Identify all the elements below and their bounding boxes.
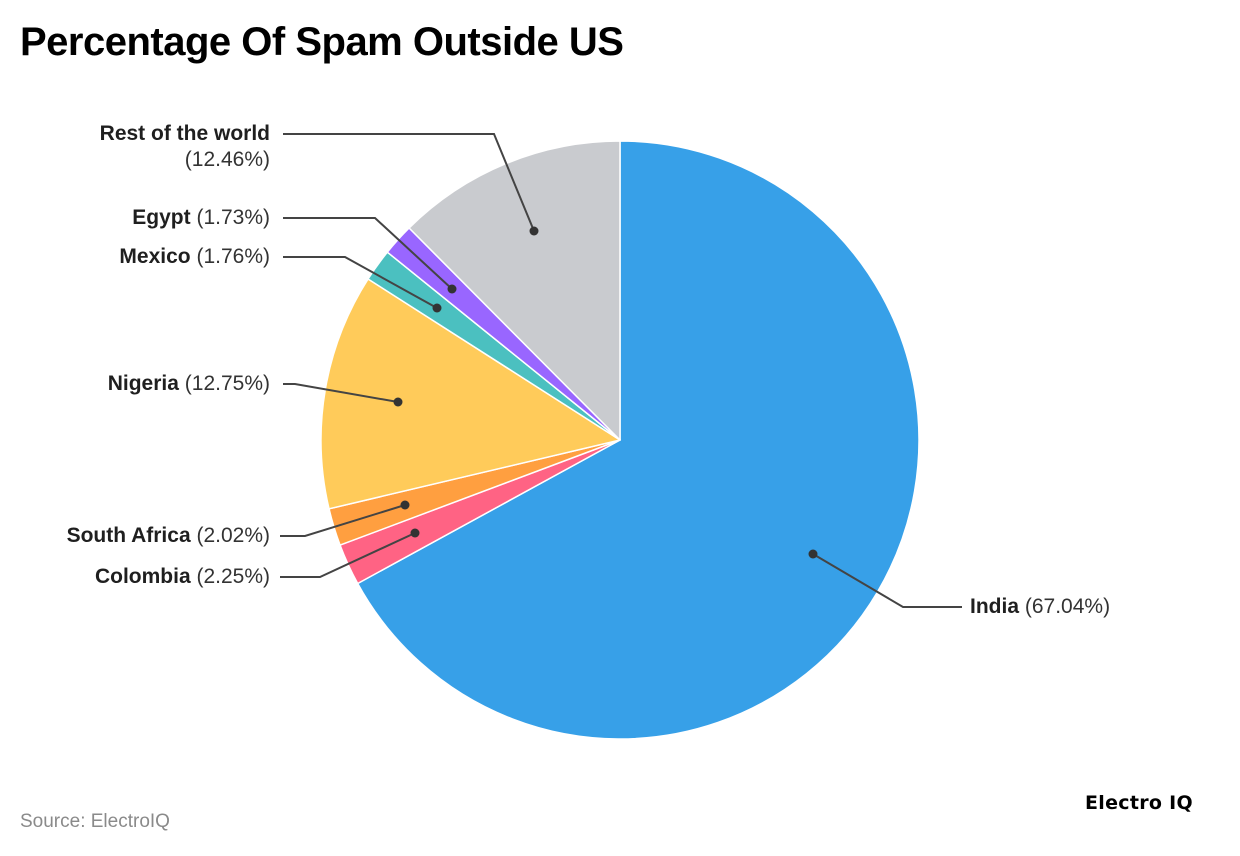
leader-line-mexico bbox=[283, 256, 438, 309]
leader-dot-southafrica bbox=[400, 500, 410, 510]
label-percent: (2.02%) bbox=[196, 524, 270, 547]
label-india: India (67.04%) bbox=[970, 594, 1110, 620]
label-rest-of-world: Rest of the world (12.46%) bbox=[100, 121, 270, 173]
label-mexico: Mexico (1.76%) bbox=[119, 244, 270, 270]
leader-line-rest bbox=[283, 133, 535, 232]
leader-line-india bbox=[812, 553, 962, 608]
leader-dot-colombia bbox=[410, 528, 420, 538]
label-percent: (12.75%) bbox=[184, 372, 270, 395]
brand-logo: Electro IQ bbox=[1085, 792, 1193, 814]
source-note: Source: ElectroIQ bbox=[20, 811, 170, 832]
label-name: South Africa bbox=[66, 524, 191, 547]
label-nigeria: Nigeria (12.75%) bbox=[108, 371, 270, 397]
leader-dots bbox=[393, 226, 818, 559]
label-name: Rest of the world bbox=[99, 122, 270, 145]
label-percent: (12.46%) bbox=[184, 148, 270, 171]
leader-dot-rest bbox=[529, 226, 539, 236]
label-percent: (1.73%) bbox=[196, 206, 270, 229]
leader-lines bbox=[280, 133, 962, 608]
label-percent: (1.76%) bbox=[196, 245, 270, 268]
label-name: Nigeria bbox=[107, 372, 179, 395]
label-name: Egypt bbox=[132, 206, 191, 229]
label-colombia: Colombia (2.25%) bbox=[95, 564, 270, 590]
leader-line-egypt bbox=[283, 217, 453, 290]
leader-dot-india bbox=[808, 549, 818, 559]
label-egypt: Egypt (1.73%) bbox=[132, 205, 270, 231]
chart-title: Percentage Of Spam Outside US bbox=[20, 20, 624, 64]
leader-line-colombia bbox=[280, 532, 416, 578]
pie-slices bbox=[320, 140, 920, 740]
label-percent: (67.04%) bbox=[1024, 595, 1111, 618]
leader-dot-mexico bbox=[432, 303, 442, 313]
label-name: Colombia bbox=[94, 565, 191, 588]
label-percent: (2.25%) bbox=[196, 565, 270, 588]
leader-dot-egypt bbox=[447, 284, 457, 294]
label-name: Mexico bbox=[119, 245, 191, 268]
leader-line-southafrica bbox=[280, 504, 406, 537]
label-name: India bbox=[970, 595, 1020, 618]
label-south-africa: South Africa (2.02%) bbox=[67, 523, 270, 549]
leader-line-nigeria bbox=[283, 383, 399, 403]
leader-dot-nigeria bbox=[393, 397, 403, 407]
